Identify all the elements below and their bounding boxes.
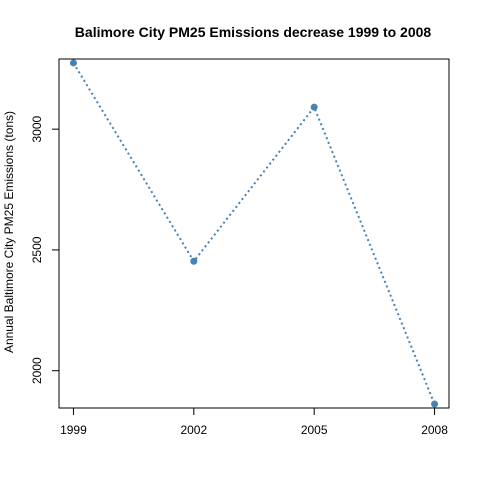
y-axis-label: Annual Baltimore City PM25 Emissions (to… bbox=[2, 111, 16, 353]
data-point-2002 bbox=[190, 257, 198, 265]
x-tick-label: 1999 bbox=[60, 423, 87, 437]
data-point-1999 bbox=[69, 59, 77, 67]
chart-title: Balimore City PM25 Emissions decrease 19… bbox=[75, 24, 432, 40]
series-points bbox=[69, 59, 439, 408]
data-point-2005 bbox=[310, 103, 318, 111]
y-tick-label: 2000 bbox=[30, 357, 44, 384]
x-axis: 1999 2002 2005 2008 bbox=[60, 407, 448, 437]
x-tick-label: 2005 bbox=[301, 423, 328, 437]
y-axis: 2000 2500 3000 bbox=[30, 115, 60, 384]
x-tick-label: 2008 bbox=[421, 423, 448, 437]
y-tick-label: 3000 bbox=[30, 115, 44, 142]
y-tick-label: 2500 bbox=[30, 236, 44, 263]
x-tick-label: 2002 bbox=[180, 423, 207, 437]
series-line bbox=[72, 62, 436, 405]
data-point-2008 bbox=[431, 400, 439, 408]
